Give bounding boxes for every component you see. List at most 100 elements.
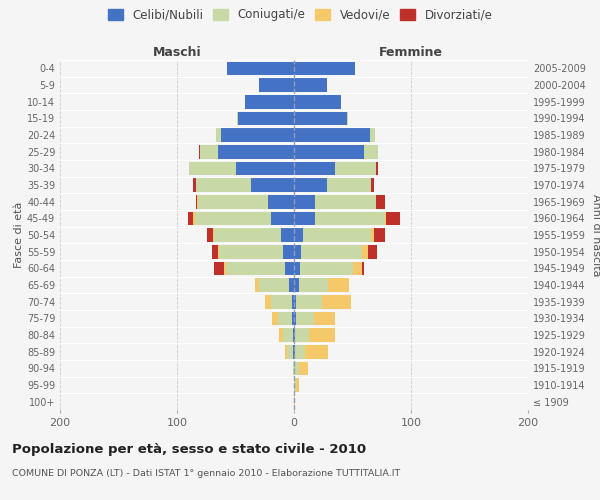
Bar: [193, 212, 194, 225]
Bar: [215, 128, 221, 142]
Bar: [294, 162, 335, 175]
Bar: [299, 278, 328, 292]
Bar: [296, 312, 314, 325]
Bar: [335, 162, 376, 175]
Bar: [197, 195, 198, 208]
Bar: [294, 195, 315, 208]
Bar: [272, 312, 278, 325]
Bar: [226, 262, 284, 275]
Bar: [194, 212, 271, 225]
Bar: [315, 212, 385, 225]
Bar: [199, 145, 200, 158]
Bar: [188, 162, 235, 175]
Bar: [284, 345, 287, 358]
Bar: [259, 278, 289, 292]
Bar: [292, 312, 294, 325]
Bar: [278, 312, 292, 325]
Bar: [353, 262, 362, 275]
Bar: [294, 112, 347, 125]
Bar: [294, 145, 364, 158]
Bar: [259, 78, 294, 92]
Bar: [368, 245, 377, 258]
Bar: [294, 395, 295, 408]
Bar: [221, 128, 294, 142]
Bar: [294, 128, 370, 142]
Bar: [374, 228, 385, 242]
Bar: [212, 245, 218, 258]
Bar: [227, 62, 294, 75]
Bar: [294, 278, 299, 292]
Bar: [214, 262, 224, 275]
Bar: [294, 228, 304, 242]
Bar: [299, 362, 308, 375]
Bar: [293, 328, 294, 342]
Text: COMUNE DI PONZA (LT) - Dati ISTAT 1° gennaio 2010 - Elaborazione TUTTITALIA.IT: COMUNE DI PONZA (LT) - Dati ISTAT 1° gen…: [12, 469, 400, 478]
Bar: [271, 212, 294, 225]
Bar: [301, 245, 362, 258]
Bar: [322, 295, 352, 308]
Bar: [294, 378, 296, 392]
Bar: [309, 328, 335, 342]
Bar: [386, 212, 400, 225]
Bar: [315, 195, 376, 208]
Bar: [305, 345, 328, 358]
Bar: [251, 178, 294, 192]
Bar: [294, 62, 355, 75]
Bar: [362, 262, 364, 275]
Bar: [287, 345, 293, 358]
Bar: [198, 195, 268, 208]
Bar: [304, 228, 371, 242]
Bar: [296, 295, 322, 308]
Bar: [196, 195, 197, 208]
Bar: [193, 178, 196, 192]
Text: Popolazione per età, sesso e stato civile - 2010: Popolazione per età, sesso e stato civil…: [12, 442, 366, 456]
Bar: [294, 328, 295, 342]
Bar: [371, 178, 374, 192]
Bar: [218, 145, 294, 158]
Bar: [188, 212, 193, 225]
Bar: [295, 328, 309, 342]
Bar: [219, 245, 283, 258]
Bar: [213, 228, 214, 242]
Bar: [385, 212, 386, 225]
Y-axis label: Fasce di età: Fasce di età: [14, 202, 24, 268]
Bar: [327, 178, 371, 192]
Bar: [292, 295, 294, 308]
Bar: [364, 145, 378, 158]
Bar: [265, 295, 271, 308]
Bar: [214, 228, 281, 242]
Bar: [314, 312, 335, 325]
Bar: [371, 228, 374, 242]
Bar: [294, 178, 327, 192]
Bar: [271, 295, 292, 308]
Bar: [294, 262, 300, 275]
Text: Femmine: Femmine: [379, 46, 443, 59]
Bar: [283, 245, 294, 258]
Bar: [294, 345, 295, 358]
Bar: [200, 145, 218, 158]
Y-axis label: Anni di nascita: Anni di nascita: [591, 194, 600, 276]
Bar: [238, 112, 294, 125]
Bar: [235, 162, 294, 175]
Bar: [289, 278, 294, 292]
Bar: [294, 212, 315, 225]
Bar: [296, 378, 299, 392]
Bar: [294, 362, 299, 375]
Bar: [347, 112, 348, 125]
Bar: [294, 95, 341, 108]
Bar: [362, 245, 368, 258]
Bar: [294, 295, 296, 308]
Bar: [376, 195, 385, 208]
Text: Maschi: Maschi: [152, 46, 202, 59]
Bar: [245, 95, 294, 108]
Bar: [236, 112, 238, 125]
Legend: Celibi/Nubili, Coniugati/e, Vedovi/e, Divorziati/e: Celibi/Nubili, Coniugati/e, Vedovi/e, Di…: [107, 8, 493, 22]
Bar: [268, 195, 294, 208]
Bar: [328, 278, 349, 292]
Bar: [281, 228, 294, 242]
Bar: [208, 228, 213, 242]
Bar: [256, 278, 259, 292]
Bar: [370, 128, 375, 142]
Bar: [218, 245, 219, 258]
Bar: [224, 262, 226, 275]
